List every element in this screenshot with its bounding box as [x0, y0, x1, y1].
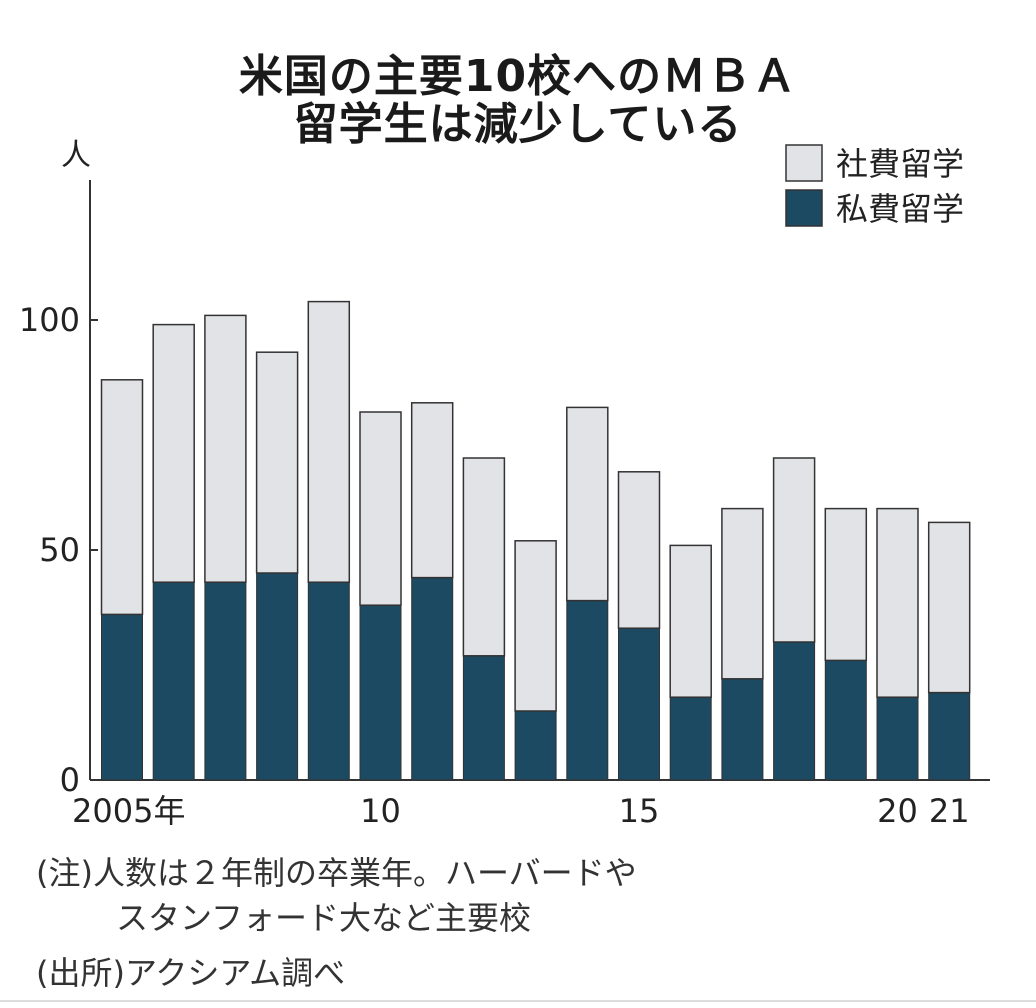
bar-company-sponsored-2009 [307, 300, 351, 583]
bar-company-sponsored-2015 [617, 471, 661, 629]
bar-company-sponsored-2016 [669, 544, 712, 698]
bar-company-sponsored-2008 [255, 351, 299, 574]
bar-self-funded-2009 [307, 581, 350, 781]
bar-company-sponsored-2017 [721, 507, 764, 680]
bar-self-funded-2014 [566, 600, 609, 781]
bar-company-sponsored-2011 [410, 402, 454, 579]
footnote-line-2: スタンフォード大など主要校 [116, 899, 532, 937]
bar-company-sponsored-2020 [876, 507, 919, 698]
bar-self-funded-2013 [514, 710, 557, 781]
bar-self-funded-2007 [204, 581, 247, 781]
x-tick-label-2021: 21 [929, 792, 970, 830]
bar-self-funded-2018 [773, 641, 816, 781]
y-tick-label: 50 [39, 531, 80, 569]
x-tick-label-2015: 15 [619, 792, 660, 830]
bar-self-funded-2010 [359, 604, 402, 781]
bar-company-sponsored-2007 [204, 314, 247, 583]
y-axis-unit-label: 人 [61, 138, 91, 173]
chart-title-line-1: 米国の主要10校へのＭＢＡ [238, 51, 798, 102]
bar-self-funded-2015 [618, 627, 660, 781]
bar-self-funded-2011 [411, 577, 454, 781]
legend-swatch-company-sponsored [785, 144, 823, 182]
y-tick-label: 100 [19, 301, 80, 339]
bar-company-sponsored-2021 [927, 521, 971, 694]
bar-self-funded-2016 [669, 696, 712, 781]
bar-self-funded-2006 [152, 581, 195, 781]
bar-self-funded-2012 [462, 655, 505, 781]
legend-label-company-sponsored: 社費留学 [836, 145, 964, 183]
bar-company-sponsored-2019 [824, 507, 868, 662]
bar-company-sponsored-2014 [566, 406, 609, 602]
bar-company-sponsored-2006 [152, 323, 195, 583]
legend-label-self-funded: 私費留学 [836, 190, 964, 228]
bottom-divider [0, 1000, 1036, 1002]
x-tick-label-2005: 2005年 [72, 792, 185, 830]
bar-self-funded-2019 [824, 659, 867, 781]
bar-self-funded-2008 [256, 572, 299, 781]
bar-company-sponsored-2018 [772, 457, 816, 643]
source-note: (出所)アクシアム調べ [36, 954, 346, 992]
bar-self-funded-2021 [928, 692, 971, 781]
bar-company-sponsored-2010 [359, 411, 402, 606]
x-tick-label-2010: 10 [360, 792, 401, 830]
footnote-line-1: (注)人数は２年制の卒業年。ハーバードや [36, 854, 637, 892]
chart-title-line-2: 留学生は減少している [293, 99, 743, 150]
y-tick-label: 0 [60, 761, 80, 799]
bar-company-sponsored-2005 [100, 379, 144, 616]
bar-self-funded-2017 [721, 678, 764, 781]
bar-company-sponsored-2012 [462, 457, 506, 657]
bar-self-funded-2005 [101, 613, 143, 781]
bar-company-sponsored-2013 [514, 540, 557, 712]
legend-swatch-self-funded [785, 189, 823, 227]
bar-self-funded-2020 [876, 696, 919, 781]
x-tick-label-2020: 20 [877, 792, 918, 830]
